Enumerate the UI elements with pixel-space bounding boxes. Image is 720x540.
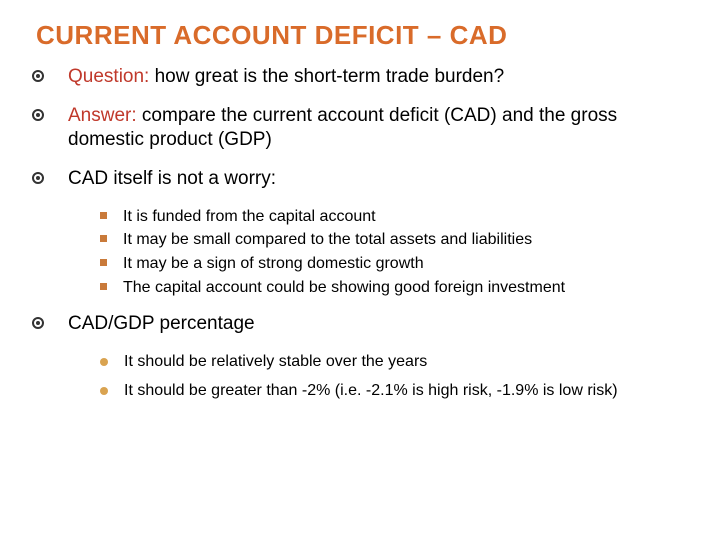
ring-bullet-icon xyxy=(32,109,44,121)
item-text: Question: how great is the short-term tr… xyxy=(68,65,504,90)
sub-item: It may be a sign of strong domestic grow… xyxy=(100,253,690,275)
bullet-cad-not-worry: CAD itself is not a worry: It is funded … xyxy=(30,167,690,298)
sub-text: It is funded from the capital account xyxy=(123,206,376,228)
sub-item: It should be greater than -2% (i.e. -2.1… xyxy=(100,380,690,402)
disc-bullet-icon xyxy=(100,387,108,395)
ring-bullet-icon xyxy=(32,172,44,184)
bullet-cad-gdp: CAD/GDP percentage It should be relative… xyxy=(30,312,690,402)
slide-title: CURRENT ACCOUNT DEFICIT – CAD xyxy=(36,20,690,51)
sub-text: The capital account could be showing goo… xyxy=(123,277,565,299)
sub-item: It should be relatively stable over the … xyxy=(100,351,690,373)
square-bullet-icon xyxy=(100,283,107,290)
item-text: Answer: compare the current account defi… xyxy=(68,104,690,153)
item-body: how great is the short-term trade burden… xyxy=(149,66,504,87)
prefix-label: Question: xyxy=(68,66,149,87)
sub-text: It may be a sign of strong domestic grow… xyxy=(123,253,424,275)
sub-text: It should be relatively stable over the … xyxy=(124,351,427,373)
square-bullet-icon xyxy=(100,235,107,242)
sub-list-disc: It should be relatively stable over the … xyxy=(100,351,690,402)
main-list: Question: how great is the short-term tr… xyxy=(30,65,690,402)
item-text: CAD itself is not a worry: xyxy=(68,167,276,192)
sub-text: It should be greater than -2% (i.e. -2.1… xyxy=(124,380,618,402)
prefix-label: Answer: xyxy=(68,105,137,126)
sub-item: It may be small compared to the total as… xyxy=(100,229,690,251)
sub-item: It is funded from the capital account xyxy=(100,206,690,228)
bullet-question: Question: how great is the short-term tr… xyxy=(30,65,690,90)
disc-bullet-icon xyxy=(100,358,108,366)
sub-item: The capital account could be showing goo… xyxy=(100,277,690,299)
sub-text: It may be small compared to the total as… xyxy=(123,229,532,251)
square-bullet-icon xyxy=(100,259,107,266)
ring-bullet-icon xyxy=(32,70,44,82)
bullet-answer: Answer: compare the current account defi… xyxy=(30,104,690,153)
item-body: compare the current account deficit (CAD… xyxy=(68,105,617,151)
item-text: CAD/GDP percentage xyxy=(68,312,255,337)
sub-list-square: It is funded from the capital account It… xyxy=(100,206,690,298)
ring-bullet-icon xyxy=(32,317,44,329)
square-bullet-icon xyxy=(100,212,107,219)
